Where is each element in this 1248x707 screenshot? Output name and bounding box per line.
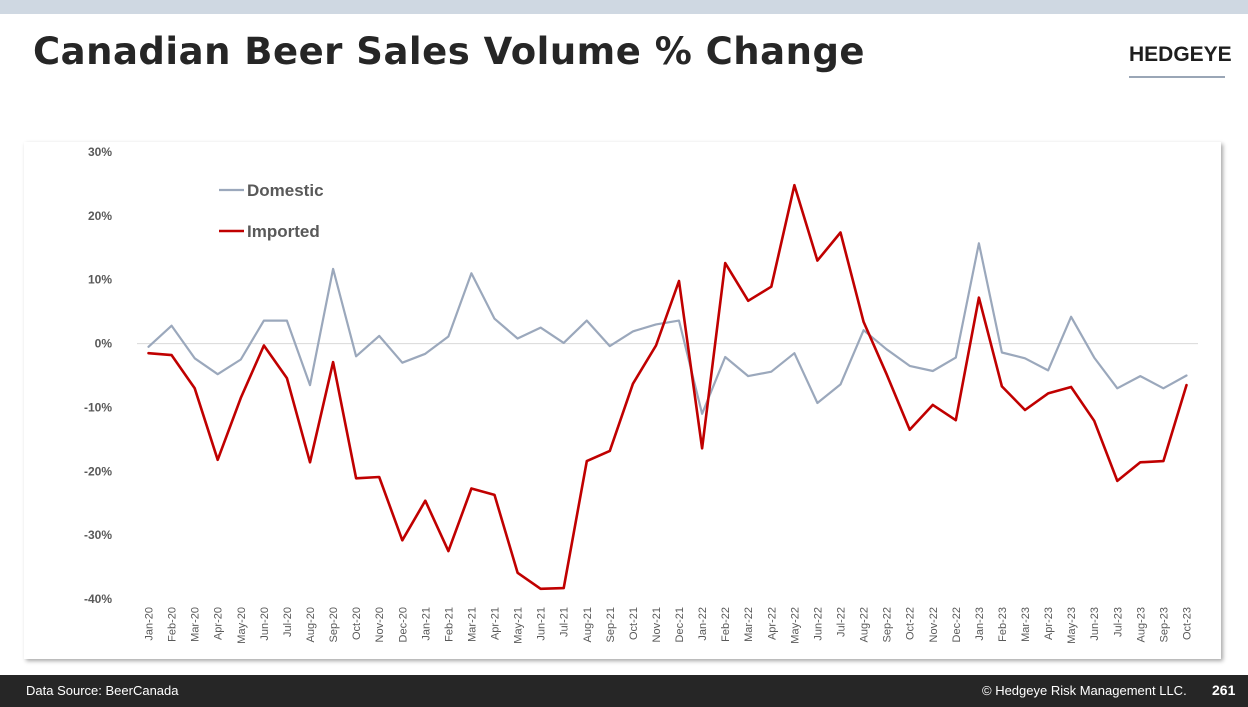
x-tick-label: Feb-21 xyxy=(443,607,455,642)
y-tick-label: -30% xyxy=(84,528,112,542)
logo-underline xyxy=(1129,76,1225,78)
y-tick-label: 0% xyxy=(95,337,113,351)
x-tick-label: Jun-22 xyxy=(812,607,824,641)
x-tick-label: Oct-23 xyxy=(1181,607,1193,640)
y-tick-label: -20% xyxy=(84,464,112,478)
data-source-label: Data Source: BeerCanada xyxy=(26,683,179,698)
x-tick-label: Jul-22 xyxy=(835,607,847,637)
x-tick-label: Sep-22 xyxy=(882,607,894,642)
series-line-domestic xyxy=(147,242,1188,415)
x-tick-label: Dec-22 xyxy=(951,607,963,642)
x-tick-label: Feb-22 xyxy=(720,607,732,642)
y-tick-label: -10% xyxy=(84,400,112,414)
footer-bar: Data Source: BeerCanada © Hedgeye Risk M… xyxy=(0,675,1248,707)
y-tick-label: -40% xyxy=(84,592,112,606)
x-tick-label: Mar-22 xyxy=(743,607,755,642)
legend-label-imported: Imported xyxy=(247,222,320,241)
x-tick-label: Sep-20 xyxy=(328,607,340,642)
x-tick-label: Apr-21 xyxy=(490,607,502,640)
x-tick-label: Oct-22 xyxy=(905,607,917,640)
copyright-label: © Hedgeye Risk Management LLC. xyxy=(982,683,1187,698)
page-title: Canadian Beer Sales Volume % Change xyxy=(33,30,866,73)
x-tick-label: Feb-23 xyxy=(997,607,1009,642)
x-tick-label: Jun-23 xyxy=(1089,607,1101,641)
x-tick-label: Mar-20 xyxy=(190,607,202,642)
x-tick-label: Apr-23 xyxy=(1043,607,1055,640)
chart-panel: 30% 20% 10% 0% -10% -20% -30% -40% Jan-20 Feb-20 M… xyxy=(24,142,1221,659)
x-tick-label: Dec-20 xyxy=(397,607,409,642)
x-tick-label: Oct-20 xyxy=(351,607,363,640)
x-tick-label: Dec-21 xyxy=(674,607,686,642)
hedgeye-logo: HEDGEYE xyxy=(1129,43,1232,66)
x-tick-label: Jan-23 xyxy=(974,607,986,641)
x-tick-label: Jan-21 xyxy=(420,607,432,641)
x-tick-label: Nov-22 xyxy=(928,607,940,642)
x-tick-label: Jul-21 xyxy=(559,607,571,637)
x-tick-label: Aug-20 xyxy=(305,607,317,642)
x-tick-label: Sep-21 xyxy=(605,607,617,642)
line-chart: 30% 20% 10% 0% -10% -20% -30% -40% Jan-20 Feb-20 M… xyxy=(84,145,1198,644)
x-tick-label: Jun-20 xyxy=(259,607,271,641)
series-line-imported xyxy=(147,183,1188,591)
x-tick-label: Feb-20 xyxy=(167,607,179,642)
x-tick-label: Oct-21 xyxy=(628,607,640,640)
x-tick-label: Nov-21 xyxy=(651,607,663,642)
x-tick-label: Jul-20 xyxy=(282,607,294,637)
x-tick-label: Jan-22 xyxy=(697,607,709,641)
x-tick-label: May-23 xyxy=(1066,607,1078,644)
x-tick-label: Jan-20 xyxy=(144,607,156,641)
top-accent-strip xyxy=(0,0,1248,14)
x-tick-label: Aug-23 xyxy=(1135,607,1147,642)
x-tick-label: May-22 xyxy=(789,607,801,644)
page-number: 261 xyxy=(1212,682,1236,698)
x-tick-label: Nov-20 xyxy=(374,607,386,642)
x-tick-label: Jul-23 xyxy=(1112,607,1124,637)
x-tick-label: Mar-21 xyxy=(466,607,478,642)
x-tick-label: Jun-21 xyxy=(536,607,548,641)
y-tick-label: 10% xyxy=(88,273,112,287)
x-tick-label: Apr-22 xyxy=(766,607,778,640)
x-tick-label: Apr-20 xyxy=(213,607,225,640)
x-tick-label: May-20 xyxy=(236,607,248,644)
y-tick-label: 30% xyxy=(88,145,112,159)
legend-label-domestic: Domestic xyxy=(247,181,324,200)
x-tick-label: Aug-22 xyxy=(859,607,871,642)
x-tick-label: Aug-21 xyxy=(582,607,594,642)
y-tick-label: 20% xyxy=(88,209,112,223)
x-tick-label: Mar-23 xyxy=(1020,607,1032,642)
x-tick-label: May-21 xyxy=(513,607,525,644)
x-tick-label: Sep-23 xyxy=(1158,607,1170,642)
